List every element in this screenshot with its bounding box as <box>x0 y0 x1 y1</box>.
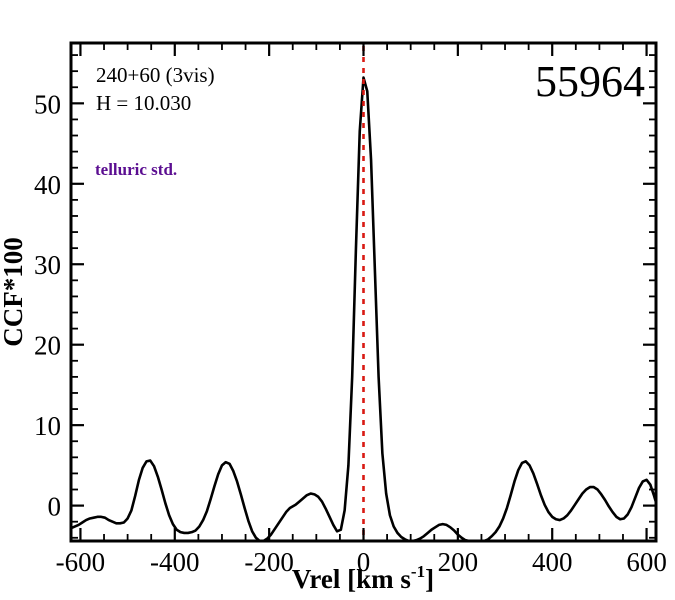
y-tick-label: 20 <box>34 331 61 361</box>
x-tick-label: 400 <box>532 547 573 577</box>
y-tick-labels: 0 10 20 30 40 50 <box>34 89 61 521</box>
x-tick-labels: -600 -400 -200 0 200 400 600 <box>56 547 667 577</box>
x-axis-title-main: Vrel [km s <box>292 564 411 594</box>
y-tick-label: 0 <box>48 492 62 522</box>
x-axis-title: Vrel [km s-1] <box>292 562 434 594</box>
annotation-telluric-std: telluric std. <box>95 160 177 179</box>
axes-frame <box>69 41 658 543</box>
y-tick-label: 40 <box>34 170 61 200</box>
y-tick-label: 50 <box>34 89 61 119</box>
ccf-curve <box>71 76 656 541</box>
x-tick-label: 200 <box>438 547 479 577</box>
y-tick-label: 10 <box>34 411 61 441</box>
x-axis-title-tail: ] <box>425 564 434 594</box>
data-region <box>71 46 656 541</box>
x-tick-label: -600 <box>56 547 106 577</box>
annotation-epoch: 55964 <box>535 57 645 106</box>
y-axis-title: CCF*100 <box>0 237 28 347</box>
y-tick-label: 30 <box>34 250 61 280</box>
x-tick-label: 600 <box>626 547 667 577</box>
x-axis-title-exponent: -1 <box>411 562 425 581</box>
x-tick-label: 0 <box>357 547 371 577</box>
x-tick-label: -200 <box>244 547 294 577</box>
x-tick-label: -400 <box>150 547 200 577</box>
annotation-target: 240+60 (3vis) <box>96 63 215 87</box>
annotation-magnitude: H = 10.030 <box>96 91 191 115</box>
